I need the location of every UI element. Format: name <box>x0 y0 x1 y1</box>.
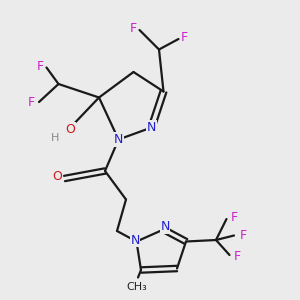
Text: F: F <box>239 229 247 242</box>
Text: F: F <box>28 95 35 109</box>
Text: N: N <box>147 121 156 134</box>
Text: F: F <box>37 59 44 73</box>
Text: F: F <box>181 31 188 44</box>
Text: F: F <box>230 211 238 224</box>
Text: N: N <box>130 233 140 247</box>
Text: N: N <box>160 220 170 233</box>
Text: H: H <box>51 133 60 143</box>
Text: F: F <box>233 250 241 263</box>
Text: CH₃: CH₃ <box>126 281 147 292</box>
Text: O: O <box>52 170 62 184</box>
Text: N: N <box>114 133 123 146</box>
Text: F: F <box>130 22 137 35</box>
Text: O: O <box>66 122 75 136</box>
